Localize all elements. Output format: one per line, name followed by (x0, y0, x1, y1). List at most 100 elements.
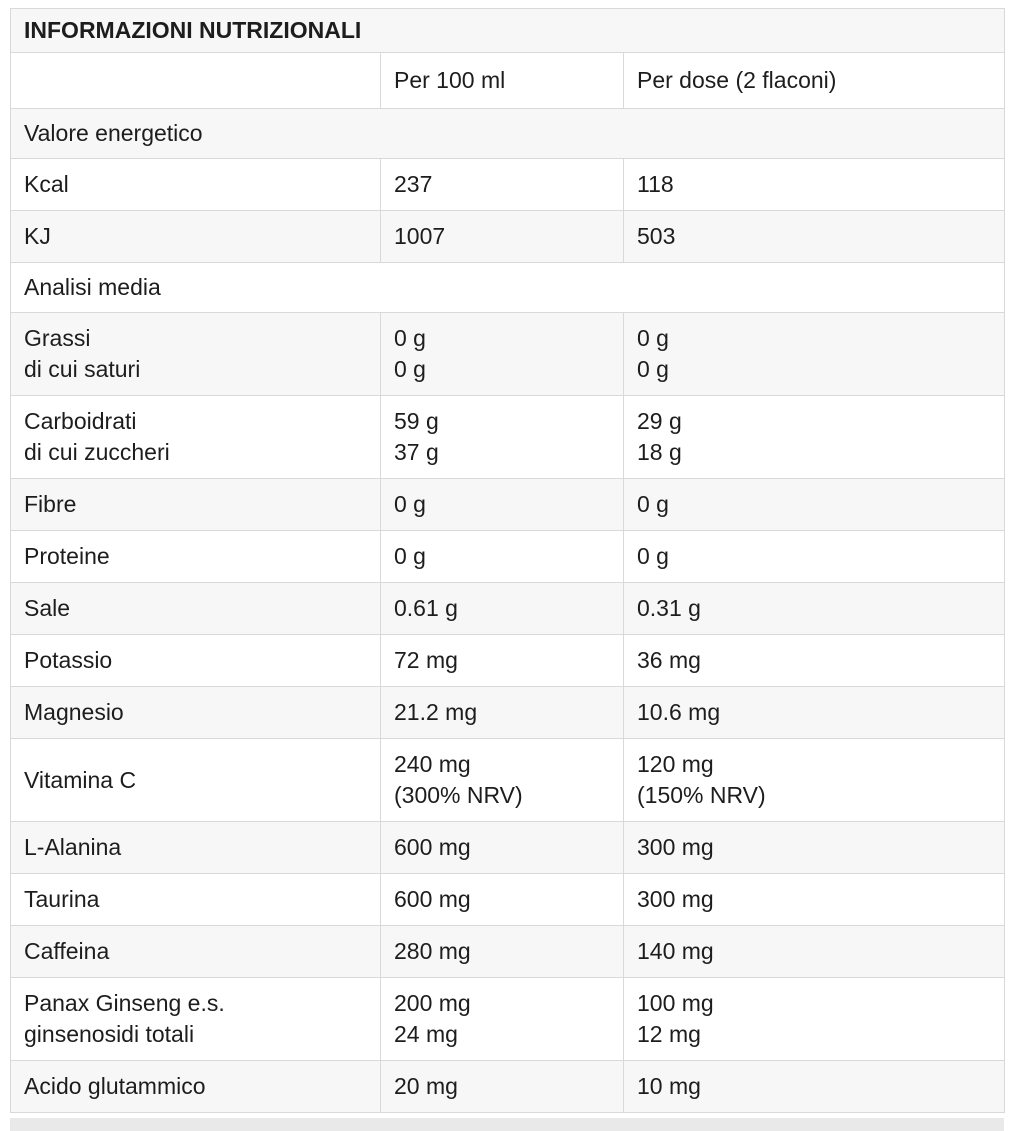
cell-line: 0 g (394, 325, 426, 351)
per-100ml-value-cell: 20 mg (380, 1060, 624, 1113)
per-100ml-value-cell: 200 mg 24 mg (380, 977, 624, 1061)
cell-line: 237 (394, 171, 433, 197)
cell-line: 240 mg (394, 751, 471, 777)
nutrient-name-cell: KJ (10, 210, 381, 263)
section-row: Valore energetico (9, 108, 1006, 159)
cell-line: Taurina (24, 886, 100, 912)
per-100ml-value-cell: 72 mg (380, 634, 624, 687)
per-100ml-value-cell: 1007 (380, 210, 624, 263)
cell-line: Panax Ginseng e.s. (24, 990, 225, 1016)
cell-line: 20 mg (394, 1073, 458, 1099)
cell-line: 0 g (637, 543, 669, 569)
cell-line: 36 mg (637, 647, 701, 673)
per-dose-value-cell: 0 g (622, 530, 1006, 583)
nutrient-name-cell: Carboidrati di cui zuccheri (10, 395, 381, 479)
nutrient-name-cell: Panax Ginseng e.s. ginsenosidi totali (10, 977, 381, 1061)
cell-line: 21.2 mg (394, 699, 478, 725)
cell-line: 1007 (394, 223, 446, 249)
cell-line: 29 g (637, 408, 682, 434)
nutrient-row: Vitamina C 240 mg (300% NRV) 120 mg (150% NR… (10, 738, 1006, 822)
per-100ml-value-cell: 237 (380, 158, 624, 211)
nutrient-name-cell: Fibre (10, 478, 381, 531)
per-dose-value-cell: 118 (622, 158, 1006, 211)
nutrient-row: Caffeina 280 mg 140 mg (10, 925, 1006, 978)
cell-line: (150% NRV) (637, 782, 766, 808)
nutrition-table: INFORMAZIONI NUTRIZIONALI Per 100 ml Per d… (9, 8, 1006, 1113)
nutrient-name-cell: Magnesio (10, 686, 381, 739)
cell-line: 10.6 mg (637, 699, 721, 725)
per-dose-value-cell: 300 mg (622, 821, 1006, 874)
section-row: Analisi media (9, 262, 1006, 313)
per-100ml-value-cell: 280 mg (380, 925, 624, 978)
nutrient-row: Fibre 0 g 0 g (10, 478, 1006, 531)
nutrient-row: KJ 1007 503 (10, 210, 1006, 263)
per-dose-value-cell: 300 mg (622, 873, 1006, 926)
nutrient-name-cell: Grassi di cui saturi (10, 312, 381, 396)
nutrient-name-cell: Sale (10, 582, 381, 635)
per-100ml-value-cell: 0 g (380, 478, 624, 531)
column-header-per-dose: Per dose (2 flaconi) (622, 52, 1006, 109)
nutrient-name-cell: L-Alanina (10, 821, 381, 874)
per-dose-value-cell: 140 mg (622, 925, 1006, 978)
cell-line: 100 mg (637, 990, 714, 1016)
nutrient-row: Magnesio 21.2 mg 10.6 mg (10, 686, 1006, 739)
nutrient-row: Kcal 237 118 (10, 158, 1006, 211)
cell-line: 300 mg (637, 886, 714, 912)
cell-line: Acido glutammico (24, 1073, 206, 1099)
cell-line: KJ (24, 223, 51, 249)
nutrient-name-cell: Potassio (10, 634, 381, 687)
cell-line: 0.61 g (394, 595, 458, 621)
column-header-row: Per 100 ml Per dose (2 flaconi) (10, 52, 1006, 109)
cell-line: 120 mg (637, 751, 714, 777)
nutrient-row: Taurina 600 mg 300 mg (10, 873, 1006, 926)
nutrient-name-cell: Vitamina C (10, 738, 381, 822)
nutrient-row: Potassio 72 mg 36 mg (10, 634, 1006, 687)
cell-line: (300% NRV) (394, 782, 523, 808)
cell-line: Kcal (24, 171, 69, 197)
section-header: Analisi media (9, 262, 1006, 313)
cell-line: 12 mg (637, 1021, 701, 1047)
cell-line: 600 mg (394, 886, 471, 912)
cell-line: di cui zuccheri (24, 439, 170, 465)
nutrient-row: Panax Ginseng e.s. ginsenosidi totali 200 … (10, 977, 1006, 1061)
cell-line: Fibre (24, 491, 77, 517)
column-header-per-100ml: Per 100 ml (380, 52, 624, 109)
nutrient-name-cell: Caffeina (10, 925, 381, 978)
cell-line: di cui saturi (24, 356, 141, 382)
cell-line: 24 mg (394, 1021, 458, 1047)
per-100ml-value-cell: 59 g 37 g (380, 395, 624, 479)
nutrition-table-body: INFORMAZIONI NUTRIZIONALI Per 100 ml Per d… (9, 8, 1006, 1113)
cell-line: 59 g (394, 408, 439, 434)
cell-line: 37 g (394, 439, 439, 465)
cell-line: Caffeina (24, 938, 110, 964)
cell-line: Sale (24, 595, 71, 621)
per-dose-value-cell: 120 mg (150% NRV) (622, 738, 1006, 822)
table-title: INFORMAZIONI NUTRIZIONALI (9, 8, 1006, 53)
cell-line: 72 mg (394, 647, 458, 673)
per-dose-value-cell: 29 g 18 g (622, 395, 1006, 479)
cell-line: 18 g (637, 439, 682, 465)
nutrient-row: Sale 0.61 g 0.31 g (10, 582, 1006, 635)
cell-line: 0 g (637, 325, 669, 351)
per-dose-value-cell: 0.31 g (622, 582, 1006, 635)
cell-line: L-Alanina (24, 834, 122, 860)
nutrient-name-cell: Acido glutammico (10, 1060, 381, 1113)
cell-line: 10 mg (637, 1073, 701, 1099)
cell-line: 300 mg (637, 834, 714, 860)
column-header-empty (10, 52, 381, 109)
per-100ml-value-cell: 21.2 mg (380, 686, 624, 739)
cell-line: 0 g (637, 491, 669, 517)
cell-line: 0 g (394, 491, 426, 517)
per-dose-value-cell: 0 g (622, 478, 1006, 531)
per-100ml-value-cell: 0 g (380, 530, 624, 583)
nutrient-row: Acido glutammico 20 mg 10 mg (10, 1060, 1006, 1113)
nutrient-name-cell: Taurina (10, 873, 381, 926)
cell-line: 600 mg (394, 834, 471, 860)
cell-line: Magnesio (24, 699, 124, 725)
per-100ml-value-cell: 0.61 g (380, 582, 624, 635)
per-dose-value-cell: 36 mg (622, 634, 1006, 687)
cell-line: 140 mg (637, 938, 714, 964)
